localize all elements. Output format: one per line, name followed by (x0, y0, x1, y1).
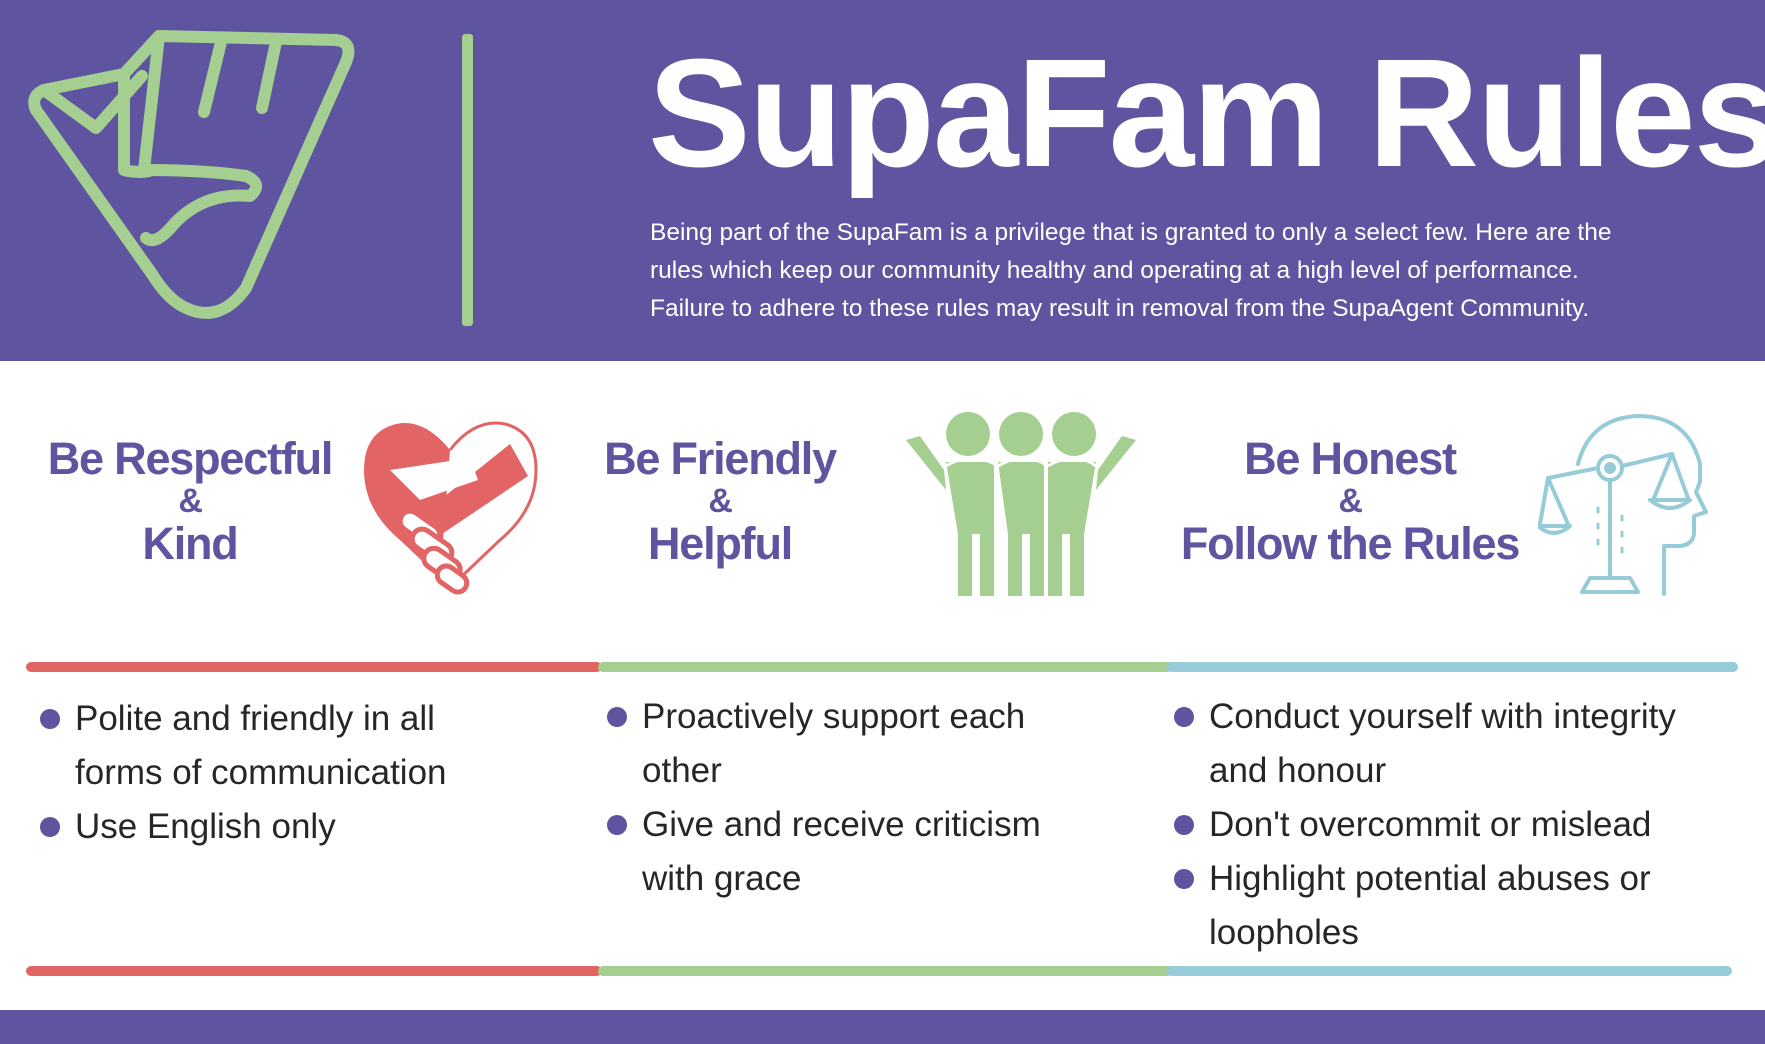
scales-head-icon (1538, 414, 1708, 596)
value-title-line1: Be Honest (1244, 433, 1457, 484)
color-bar-green-top (598, 662, 1173, 672)
color-bar-blue-bottom (1166, 966, 1732, 976)
color-bar-red-bottom (26, 966, 602, 976)
list-item: Polite and friendly in all forms of comm… (30, 692, 590, 800)
value-title-respectful: Be Respectful & Kind (40, 434, 340, 568)
intro-line: Failure to adhere to these rules may res… (650, 295, 1590, 322)
footer-band (0, 1010, 1765, 1044)
list-item-line: and honour (1209, 751, 1387, 790)
rule-list-friendly: Proactively support each other Give and … (597, 690, 1157, 906)
list-item-line: other (642, 751, 722, 790)
list-item-line: loopholes (1209, 913, 1359, 952)
rule-list-respectful: Polite and friendly in all forms of comm… (30, 692, 590, 854)
list-item-line: forms of communication (75, 753, 447, 792)
value-title-line2: Kind (142, 518, 238, 569)
list-item-line: Highlight potential abuses or (1209, 859, 1651, 898)
list-item: Give and receive criticism with grace (597, 798, 1157, 906)
header-divider (462, 34, 473, 326)
bullet-icon (1174, 815, 1194, 835)
bullet-icon (607, 707, 627, 727)
list-item-line: Don't overcommit or mislead (1209, 805, 1652, 844)
rule-list-honest: Conduct yourself with integrity and hono… (1164, 690, 1764, 960)
intro-line: rules which keep our community healthy a… (650, 257, 1579, 284)
value-title-line1: Be Friendly (604, 433, 837, 484)
list-item-line: Give and receive criticism (642, 805, 1041, 844)
list-item-line: Use English only (75, 807, 336, 846)
bullet-icon (40, 817, 60, 837)
friends-group-icon (906, 412, 1136, 596)
list-item-line: Conduct yourself with integrity (1209, 697, 1676, 736)
bullet-icon (607, 815, 627, 835)
value-title-honest: Be Honest & Follow the Rules (1150, 434, 1550, 568)
value-title-ampersand: & (1338, 482, 1363, 520)
list-item: Conduct yourself with integrity and hono… (1164, 690, 1764, 798)
bullet-icon (40, 709, 60, 729)
list-item-line: Polite and friendly in all (75, 699, 435, 738)
header-banner: SupaFam Rules! Being part of the SupaFam… (0, 0, 1765, 361)
value-title-ampersand: & (708, 482, 733, 520)
list-item: Don't overcommit or mislead (1164, 798, 1764, 852)
intro-text: Being part of the SupaFam is a privilege… (650, 214, 1740, 328)
value-title-line2: Follow the Rules (1180, 518, 1521, 569)
list-item: Use English only (30, 800, 590, 854)
handshake-heart-icon (364, 421, 538, 595)
bullet-icon (1174, 869, 1194, 889)
value-title-ampersand: & (178, 482, 203, 520)
list-item: Highlight potential abuses or loopholes (1164, 852, 1764, 960)
list-item-line: with grace (642, 859, 802, 898)
value-title-line1: Be Respectful (47, 433, 334, 484)
color-bar-red-top (26, 662, 602, 672)
color-bar-green-bottom (598, 966, 1173, 976)
value-title-line2: Helpful (647, 518, 793, 569)
intro-line: Being part of the SupaFam is a privilege… (650, 219, 1612, 246)
list-item: Proactively support each other (597, 690, 1157, 798)
color-bar-blue-top (1166, 662, 1738, 672)
fist-logo-icon (28, 30, 355, 319)
list-item-line: Proactively support each (642, 697, 1026, 736)
bullet-icon (1174, 707, 1194, 727)
value-title-friendly: Be Friendly & Helpful (580, 434, 860, 568)
page-title: SupaFam Rules! (648, 27, 1765, 199)
